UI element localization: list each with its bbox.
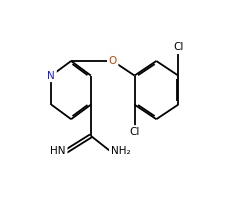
Text: NH₂: NH₂: [110, 146, 130, 156]
Text: Cl: Cl: [172, 42, 183, 53]
Text: Cl: Cl: [129, 127, 139, 137]
Text: HN: HN: [50, 146, 66, 156]
Text: N: N: [47, 71, 55, 81]
Text: O: O: [108, 56, 116, 66]
